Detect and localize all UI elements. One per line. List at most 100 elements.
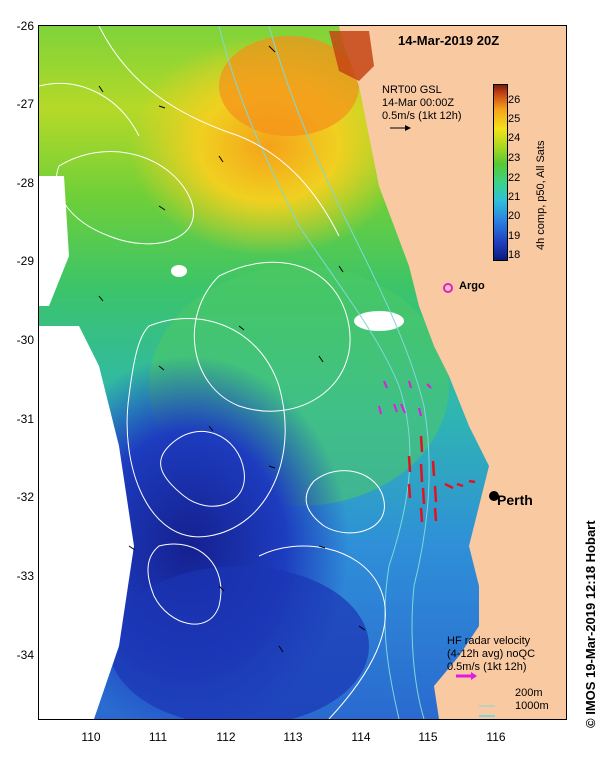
hf-arrow bbox=[444, 482, 454, 490]
sla-contour bbox=[126, 318, 286, 538]
lat-label-34: -34 bbox=[16, 648, 34, 662]
cold-water-south bbox=[109, 566, 369, 719]
perth-label: Perth bbox=[497, 492, 533, 508]
hf-arrow bbox=[383, 380, 388, 389]
velocity-arrow bbox=[318, 355, 324, 363]
no-data-west bbox=[39, 326, 134, 719]
gsl-legend-line3: 0.5m/s (1kt 12h) bbox=[382, 110, 462, 122]
lon-label-111: 111 bbox=[148, 730, 168, 744]
colorbar-tick-24: 24 bbox=[508, 132, 521, 144]
hf-arrow bbox=[433, 507, 438, 522]
sla-contour bbox=[258, 545, 386, 719]
hf-arrow bbox=[418, 407, 422, 417]
hf-legend-arrowhead bbox=[471, 672, 477, 680]
velocity-arrow bbox=[338, 265, 344, 273]
colorbar-tick-22: 22 bbox=[508, 172, 521, 184]
hf-arrow bbox=[426, 383, 432, 389]
colorbar-tick-23: 23 bbox=[508, 152, 521, 164]
hf-arrow bbox=[400, 403, 406, 414]
sla-contour bbox=[305, 470, 385, 534]
sst-map-graphic bbox=[39, 26, 566, 719]
lat-label-29: -29 bbox=[16, 254, 34, 268]
velocity-arrow bbox=[128, 545, 136, 551]
hf-arrow bbox=[421, 487, 426, 505]
lat-label-33: -33 bbox=[16, 569, 34, 583]
colorbar-tick-21: 21 bbox=[508, 191, 521, 203]
hf-legend-line2: (4-12h avg) noQC bbox=[447, 648, 536, 660]
land-western-australia bbox=[339, 26, 566, 719]
gsl-legend-arrowhead bbox=[405, 125, 411, 131]
no-data-northwest bbox=[39, 176, 69, 306]
sla-contour bbox=[193, 261, 351, 412]
warmest-water-region bbox=[219, 36, 359, 136]
colorbar-tick-18: 18 bbox=[508, 249, 521, 261]
argo-label: Argo bbox=[459, 280, 485, 292]
sst-colorbar bbox=[493, 84, 508, 261]
lat-label-27: -27 bbox=[16, 97, 34, 111]
velocity-arrow bbox=[158, 205, 166, 211]
velocity-arrow bbox=[208, 425, 214, 432]
map-date-title: 14-Mar-2019 20Z bbox=[398, 33, 500, 48]
velocity-arrow bbox=[268, 45, 276, 53]
credit-text: IMOS 19-Mar-2019 12:18 Hobart bbox=[583, 520, 598, 715]
hf-radar-arrows-red bbox=[407, 435, 476, 523]
lon-label-113: 113 bbox=[283, 730, 303, 744]
velocity-arrow bbox=[98, 295, 104, 302]
lon-label-110: 110 bbox=[81, 730, 101, 744]
hf-arrow bbox=[419, 435, 424, 453]
hf-arrow bbox=[393, 403, 398, 413]
colorbar-tick-26: 26 bbox=[508, 94, 521, 106]
sla-contour bbox=[55, 151, 195, 245]
hf-arrow bbox=[408, 380, 412, 389]
velocity-arrow bbox=[158, 105, 166, 109]
velocity-arrow bbox=[158, 365, 165, 371]
velocity-arrow bbox=[238, 325, 245, 331]
lon-label-115: 115 bbox=[418, 730, 438, 744]
argo-float-marker[interactable] bbox=[443, 283, 453, 293]
hf-arrow bbox=[433, 485, 438, 503]
colorbar-tick-25: 25 bbox=[508, 113, 521, 125]
hf-arrow bbox=[419, 463, 424, 483]
hot-coastal-patch bbox=[329, 31, 374, 81]
sla-contour bbox=[98, 26, 340, 237]
hf-radar-arrows-magenta bbox=[378, 380, 432, 417]
gsl-legend-line1: NRT00 GSL bbox=[382, 84, 442, 96]
depth-legend-1000m: 1000m bbox=[515, 700, 549, 712]
depth-legend-200m: 200m bbox=[515, 687, 543, 699]
copyright-symbol: © bbox=[583, 718, 598, 728]
hf-arrow bbox=[431, 460, 436, 477]
hf-arrow bbox=[419, 507, 424, 523]
velocity-arrow bbox=[218, 585, 225, 592]
colorbar-label: 4h comp, p50, All Sats bbox=[535, 140, 547, 250]
sst-map[interactable] bbox=[38, 25, 567, 720]
isobath-200m bbox=[268, 26, 430, 719]
lat-label-31: -31 bbox=[16, 412, 34, 426]
sla-contour bbox=[160, 430, 245, 507]
hf-legend-line1: HF radar velocity bbox=[447, 635, 531, 647]
cloud-patch bbox=[354, 311, 404, 331]
sla-contour bbox=[147, 543, 222, 625]
hf-arrow bbox=[456, 482, 464, 488]
cloud-patch bbox=[171, 265, 187, 277]
gsl-velocity-arrows bbox=[98, 45, 366, 653]
lon-label-116: 116 bbox=[486, 730, 506, 744]
hf-arrow bbox=[407, 483, 412, 499]
lon-label-112: 112 bbox=[216, 730, 236, 744]
hf-arrow bbox=[407, 455, 412, 473]
lon-label-114: 114 bbox=[351, 730, 371, 744]
sla-contour bbox=[39, 82, 140, 137]
imos-credit: © IMOS 19-Mar-2019 12:18 Hobart bbox=[583, 398, 598, 728]
gsl-legend-line2: 14-Mar 00:00Z bbox=[382, 97, 455, 109]
velocity-arrow bbox=[268, 465, 276, 469]
velocity-arrow bbox=[218, 155, 224, 163]
hf-arrow bbox=[378, 405, 382, 415]
colorbar-tick-20: 20 bbox=[508, 210, 521, 222]
lat-label-32: -32 bbox=[16, 490, 34, 504]
perth-marker[interactable] bbox=[489, 491, 499, 501]
colorbar-tick-19: 19 bbox=[508, 230, 521, 242]
velocity-arrow bbox=[98, 85, 104, 93]
lat-label-30: -30 bbox=[16, 333, 34, 347]
lat-label-28: -28 bbox=[16, 176, 34, 190]
hf-arrow bbox=[468, 479, 476, 484]
hf-legend-line3: 0.5m/s (1kt 12h) bbox=[447, 661, 527, 673]
